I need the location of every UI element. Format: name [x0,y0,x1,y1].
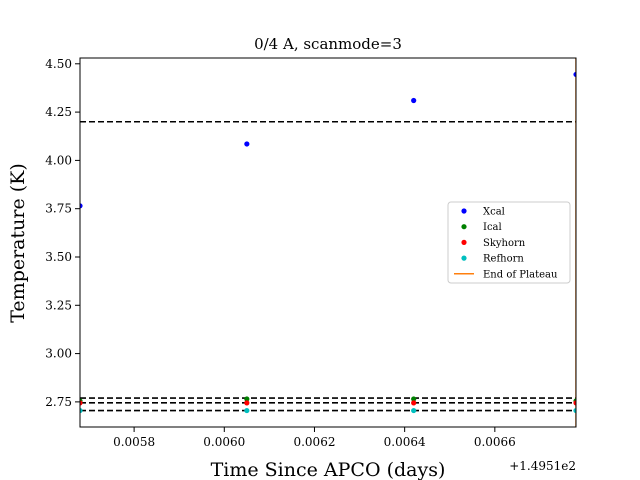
legend-label-end-of-plateau: End of Plateau [483,269,558,280]
y-tick-label: 4.50 [45,57,72,71]
data-point-xcal-2 [244,141,250,147]
y-tick-label: 3.75 [45,202,72,216]
y-tick-label: 3.25 [45,298,72,312]
x-tick-label: 0.0062 [293,435,335,449]
legend-marker-skyhorn [461,239,467,245]
legend: Xcal Ical Skyhorn Refhorn End of Plateau [447,201,571,284]
y-axis-title: Temperature (K) [7,163,29,323]
data-point-ical-2 [244,396,250,402]
y-tick-label: 2.75 [45,395,72,409]
data-point-refhorn-1 [80,407,83,414]
data-point-xcal-3 [411,97,417,104]
legend-label-skyhorn: Skyhorn [483,238,526,249]
y-tick-label: 4.25 [45,105,72,119]
data-point-refhorn-4 [573,407,576,414]
data-point-xcal-4 [573,71,576,78]
x-tick-label: 0.0066 [474,435,516,449]
x-offset-label: +1.4951e2 [509,459,576,473]
legend-label-ical: Ical [483,222,502,233]
legend-label-xcal: Xcal [483,207,505,218]
legend-marker-xcal [461,208,467,214]
data-point-skyhorn-2 [244,400,250,406]
legend-marker-refhorn [461,255,467,261]
data-point-refhorn-3 [411,407,417,414]
legend-label-refhorn: Refhorn [483,254,524,265]
y-tick-label: 3.00 [45,347,72,361]
chart-title: 0/4 A, scanmode=3 [254,35,402,53]
data-point-skyhorn-3 [411,400,417,406]
legend-box [447,201,571,284]
x-tick-label: 0.0058 [113,435,155,449]
plot-area [80,58,576,427]
legend-marker-ical [461,224,467,230]
x-tick-label: 0.0064 [384,435,426,449]
data-point-refhorn-2 [244,407,250,414]
x-tick-label: 0.0060 [203,435,245,449]
plot-content [80,58,576,427]
data-point-xcal-1 [80,203,83,209]
x-axis-title: Time Since APCO (days) [211,459,446,480]
y-tick-label: 4.00 [45,153,72,167]
data-point-skyhorn-1 [80,400,83,406]
data-point-skyhorn-4 [573,400,576,406]
y-tick-label: 3.50 [45,250,72,264]
data-point-ical-3 [411,396,417,402]
axes: 0.0058 0.0060 0.0062 0.0064 0.0066 2.75 3.00 3.… [45,57,577,449]
plot-frame [79,57,577,428]
